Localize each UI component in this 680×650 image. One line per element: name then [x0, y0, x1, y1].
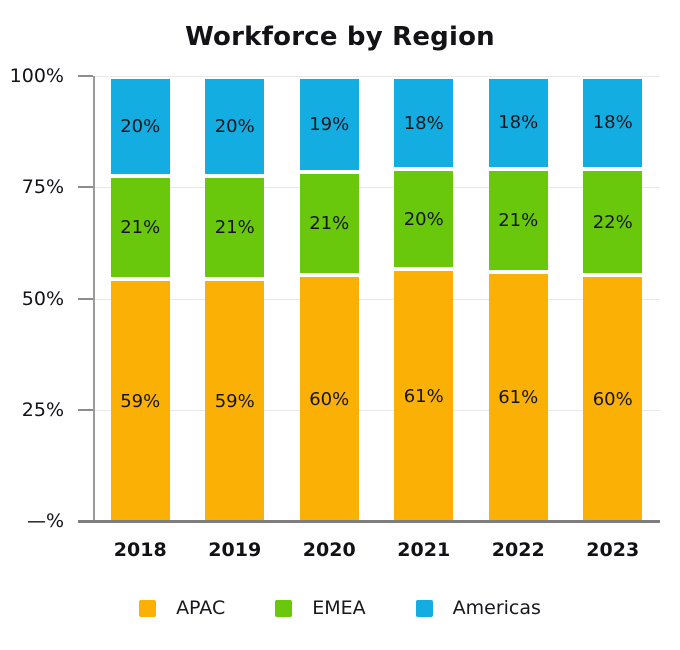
- bar-segment-apac-2021: 61%: [394, 271, 454, 521]
- plot-area: 20% 21% 59% 20% 21% 59% 19% 21% 60% 18% 20% 61% 18% 2…: [78, 75, 660, 523]
- bar-segment-americas-2018: 20%: [110, 79, 170, 175]
- y-axis-tick: [78, 408, 93, 411]
- bar-segment-americas-2020: 19%: [299, 79, 359, 171]
- legend-label: EMEA: [312, 597, 366, 619]
- y-gridline: [93, 298, 660, 300]
- legend-swatch-americas: [415, 599, 433, 617]
- y-axis-tick: [78, 186, 93, 189]
- bar-segment-apac-2018: 59%: [110, 281, 170, 521]
- y-axis-label: 50%: [21, 287, 64, 310]
- y-axis-label: 25%: [21, 398, 64, 421]
- bar-segment-americas-2022: 18%: [488, 79, 548, 167]
- bar-value-label: 21%: [214, 217, 255, 239]
- y-axis-tick: [78, 297, 93, 300]
- bar-group-2019: 20% 21% 59%: [205, 76, 265, 521]
- y-axis-tick: [78, 75, 93, 77]
- legend-swatch-apac: [139, 599, 157, 617]
- x-axis-label-2018: 2018: [113, 539, 167, 561]
- bar-segment-apac-2022: 61%: [488, 273, 548, 521]
- bar-value-label: 20%: [214, 116, 255, 138]
- y-gridline: [93, 409, 660, 411]
- bar-value-label: 59%: [214, 390, 255, 412]
- y-gridline: [93, 76, 660, 77]
- y-axis-label: 75%: [21, 176, 64, 199]
- bar-value-label: 61%: [498, 386, 539, 408]
- bar-value-label: 20%: [120, 116, 161, 138]
- x-axis-label-2019: 2019: [208, 539, 262, 561]
- x-axis-label-2022: 2022: [491, 539, 545, 561]
- y-axis-label: 100%: [9, 65, 64, 87]
- bar-value-label: 60%: [309, 388, 350, 410]
- legend: APAC EMEA Americas: [0, 597, 680, 619]
- x-axis-label-2020: 2020: [302, 539, 356, 561]
- bar-value-label: 60%: [592, 388, 633, 410]
- bar-value-label: 19%: [309, 114, 350, 136]
- bar-group-2022: 18% 21% 61%: [488, 76, 548, 521]
- bar-value-label: 18%: [403, 112, 444, 134]
- bar-value-label: 18%: [498, 112, 539, 134]
- x-axis-label-2023: 2023: [586, 539, 640, 561]
- legend-swatch-emea: [275, 599, 293, 617]
- bar-segment-emea-2022: 21%: [488, 170, 548, 270]
- bar-value-label: 20%: [403, 208, 444, 230]
- bar-segment-americas-2021: 18%: [394, 79, 454, 168]
- bar-segment-emea-2023: 22%: [583, 170, 643, 274]
- chart-title: Workforce by Region: [185, 22, 495, 52]
- bar-segment-apac-2019: 59%: [205, 281, 265, 521]
- x-axis-label-2021: 2021: [397, 539, 451, 561]
- bar-group-2018: 20% 21% 59%: [110, 76, 170, 521]
- bar-segment-americas-2019: 20%: [205, 79, 265, 175]
- legend-item-americas: Americas: [415, 597, 541, 619]
- bar-segment-emea-2018: 21%: [110, 178, 170, 278]
- bar-segment-apac-2023: 60%: [583, 277, 643, 521]
- bar-segment-americas-2023: 18%: [583, 79, 643, 167]
- bar-group-2023: 18% 22% 60%: [583, 76, 643, 521]
- bar-segment-emea-2021: 20%: [394, 171, 454, 268]
- y-axis-line: [93, 76, 95, 521]
- legend-label: Americas: [452, 597, 541, 619]
- bar-value-label: 22%: [592, 211, 633, 233]
- bar-value-label: 61%: [403, 385, 444, 407]
- bar-segment-emea-2020: 21%: [299, 174, 359, 274]
- bar-group-2021: 18% 20% 61%: [394, 76, 454, 521]
- bar-value-label: 21%: [309, 213, 350, 235]
- legend-label: APAC: [176, 597, 226, 619]
- y-gridline: [93, 187, 660, 189]
- bar-value-label: 21%: [120, 217, 161, 239]
- legend-item-emea: EMEA: [275, 597, 366, 619]
- x-axis-line: [78, 520, 660, 523]
- bar-segment-apac-2020: 60%: [299, 277, 359, 521]
- bar-value-label: 21%: [498, 209, 539, 231]
- bar-value-label: 18%: [592, 112, 633, 134]
- bar-value-label: 59%: [120, 390, 161, 412]
- bar-segment-emea-2019: 21%: [205, 178, 265, 278]
- bar-group-2020: 19% 21% 60%: [299, 76, 359, 521]
- legend-item-apac: APAC: [139, 597, 225, 619]
- y-axis-label: —%: [26, 510, 64, 532]
